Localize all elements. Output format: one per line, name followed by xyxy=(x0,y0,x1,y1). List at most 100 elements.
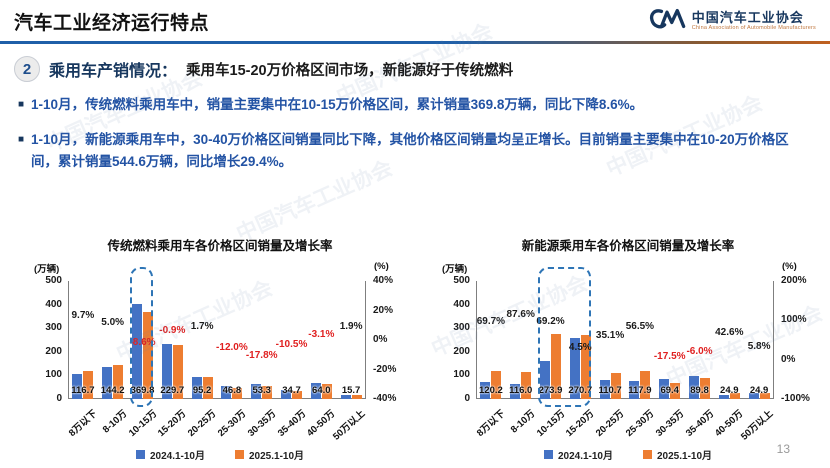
bullet-square-icon: ■ xyxy=(18,99,25,110)
left-axis-tick: 0 xyxy=(464,393,470,404)
x-axis-label: 20-25万 xyxy=(185,408,219,440)
logo-name-cn: 中国汽车工业协会 xyxy=(691,9,804,25)
bar-2024.1-10月-50万以上 xyxy=(340,395,351,399)
legend-swatch xyxy=(643,450,652,459)
growth-rate-label: 5.8% xyxy=(747,341,771,353)
bar-value-label: 53.3 xyxy=(252,385,271,396)
bar-2025.1-10月-50万以上 xyxy=(759,393,770,399)
growth-rate-label: -12.0% xyxy=(216,341,248,353)
bar-2025.1-10月-15-20万 xyxy=(580,335,591,399)
bar-2024.1-10月-20-25万 xyxy=(191,376,202,399)
left-axis-tick: 200 xyxy=(45,345,62,357)
bar-2024.1-10月-8-10万 xyxy=(510,384,521,399)
bar-2024.1-10月-30-35万 xyxy=(659,379,670,399)
bar-value-label: 24.9 xyxy=(720,385,739,396)
bar-2025.1-10月-20-25万 xyxy=(610,372,621,399)
x-axis-label: 50万以上 xyxy=(739,408,776,443)
bar-2025.1-10月-25-30万 xyxy=(232,387,243,399)
left-axis-tick: 100 xyxy=(453,369,470,381)
plot-area xyxy=(476,281,774,399)
bar-2024.1-10月-10-15万 xyxy=(540,360,550,399)
bar-value-label: 110.7 xyxy=(598,385,622,396)
bar-2024.1-10月-40-50万 xyxy=(310,383,321,399)
growth-rate-label: -8.6% xyxy=(129,336,156,348)
x-axis-label: 8万以下 xyxy=(474,408,508,440)
bullet-item: ■ 1-10月，新能源乘用车中，30-40万价格区间销量同比下降，其他价格区间销… xyxy=(18,129,814,173)
growth-rate-label: -17.8% xyxy=(245,350,278,362)
chart-title: 新能源乘用车各价格区间销量及增长率 xyxy=(521,239,735,253)
page-title: 汽车工业经济运行特点 xyxy=(14,13,210,34)
x-axis-label: 35-40万 xyxy=(275,408,308,440)
right-axis-tick: 20% xyxy=(373,304,394,316)
legend-swatch xyxy=(235,450,244,459)
bar-value-label: 24.9 xyxy=(749,385,769,396)
section-headline: 2 乘用车产销情况： 乘用车15-20万价格区间市场，新能源好于传统燃料 xyxy=(14,56,816,82)
growth-rate-label: 4.5% xyxy=(568,341,592,353)
bullet-square-icon: ■ xyxy=(18,134,25,145)
bar-2024.1-10月-50万以上 xyxy=(748,393,759,399)
page-number: 13 xyxy=(776,442,790,456)
bar-2025.1-10月-35-40万 xyxy=(700,377,710,399)
bar-2024.1-10月-8-10万 xyxy=(102,366,113,399)
header-divider xyxy=(0,41,830,44)
growth-rate-label: 5.0% xyxy=(101,316,125,328)
bar-2025.1-10月-8万以下 xyxy=(491,370,502,399)
left-axis-tick: 400 xyxy=(453,298,470,310)
bar-2025.1-10月-50万以上 xyxy=(351,395,362,399)
x-axis-label: 10-15万 xyxy=(534,408,567,440)
caam-logo-icon xyxy=(648,6,686,36)
highlight-box xyxy=(537,267,592,407)
x-axis-label: 10-15万 xyxy=(126,408,159,440)
left-axis-tick: 200 xyxy=(453,345,470,357)
section-number-badge: 2 xyxy=(14,56,40,82)
right-axis-tick: -40% xyxy=(373,393,397,404)
bar-2024.1-10月-20-25万 xyxy=(599,379,610,399)
bar-value-label: 273.9 xyxy=(538,385,563,396)
left-axis-tick: 300 xyxy=(45,322,62,334)
legend-swatch xyxy=(135,450,145,459)
bullet-text: 1-10月，新能源乘用车中，30-40万价格区间销量同比下降，其他价格区间销量均… xyxy=(31,132,789,169)
right-axis-unit: (%) xyxy=(374,261,389,272)
bar-value-label: 117.9 xyxy=(628,385,652,396)
growth-rate-label: 42.6% xyxy=(715,326,744,338)
bar-2025.1-10月-35-40万 xyxy=(292,390,302,399)
section-title: 乘用车产销情况： xyxy=(49,63,178,80)
bar-value-label: 116.7 xyxy=(71,385,95,396)
bar-value-label: 116.0 xyxy=(509,385,533,396)
growth-rate-label: -0.9% xyxy=(159,325,186,337)
right-axis-tick: 200% xyxy=(781,275,807,286)
legend-swatch xyxy=(543,450,553,459)
left-axis-tick: 500 xyxy=(453,275,470,286)
x-axis-label: 30-35万 xyxy=(245,408,279,440)
growth-rate-label: 69.2% xyxy=(536,316,565,328)
bar-2025.1-10月-10-15万 xyxy=(143,311,153,399)
plot-area xyxy=(68,281,366,399)
left-axis-tick: 400 xyxy=(45,298,62,310)
bar-2024.1-10月-35-40万 xyxy=(689,376,699,399)
bar-2024.1-10月-25-30万 xyxy=(629,381,640,399)
growth-rate-label: 1.7% xyxy=(190,321,214,333)
bar-value-label: 369.8 xyxy=(130,385,155,396)
x-axis-label: 15-20万 xyxy=(564,408,597,440)
left-axis-unit: (万辆) xyxy=(442,264,468,275)
bar-2024.1-10月-25-30万 xyxy=(221,386,232,399)
legend-item: 2024.1-10月 xyxy=(543,447,613,462)
left-axis-tick: 100 xyxy=(45,369,62,381)
bar-2024.1-10月-8万以下 xyxy=(480,382,491,399)
bar-2025.1-10月-30-35万 xyxy=(262,386,273,399)
bar-2024.1-10月-40-50万 xyxy=(718,394,729,399)
bar-2024.1-10月-15-20万 xyxy=(569,337,580,399)
growth-rate-label: 69.7% xyxy=(476,316,506,328)
caam-logo-text: 中国汽车工业协会 China Association of Automobile… xyxy=(691,9,816,31)
chart-new-energy: 新能源乘用车各价格区间销量及增长率 (万辆) (%) 0 100 200 300 400 500… xyxy=(432,233,824,465)
header: 汽车工业经济运行特点 中国汽车工业协会 China Association of… xyxy=(0,0,830,41)
highlight-box xyxy=(129,267,154,407)
bar-2024.1-10月-30-35万 xyxy=(251,383,262,399)
section-subtitle: 乘用车15-20万价格区间市场，新能源好于传统燃料 xyxy=(186,62,514,79)
caam-logo: 中国汽车工业协会 China Association of Automobile… xyxy=(648,6,816,36)
growth-rate-label: 9.7% xyxy=(71,309,95,321)
x-axis-label: 25-30万 xyxy=(623,408,657,440)
bar-value-label: 89.8 xyxy=(690,385,709,396)
growth-rate-label: 35.1% xyxy=(595,329,625,341)
bar-2025.1-10月-40-50万 xyxy=(729,393,740,399)
